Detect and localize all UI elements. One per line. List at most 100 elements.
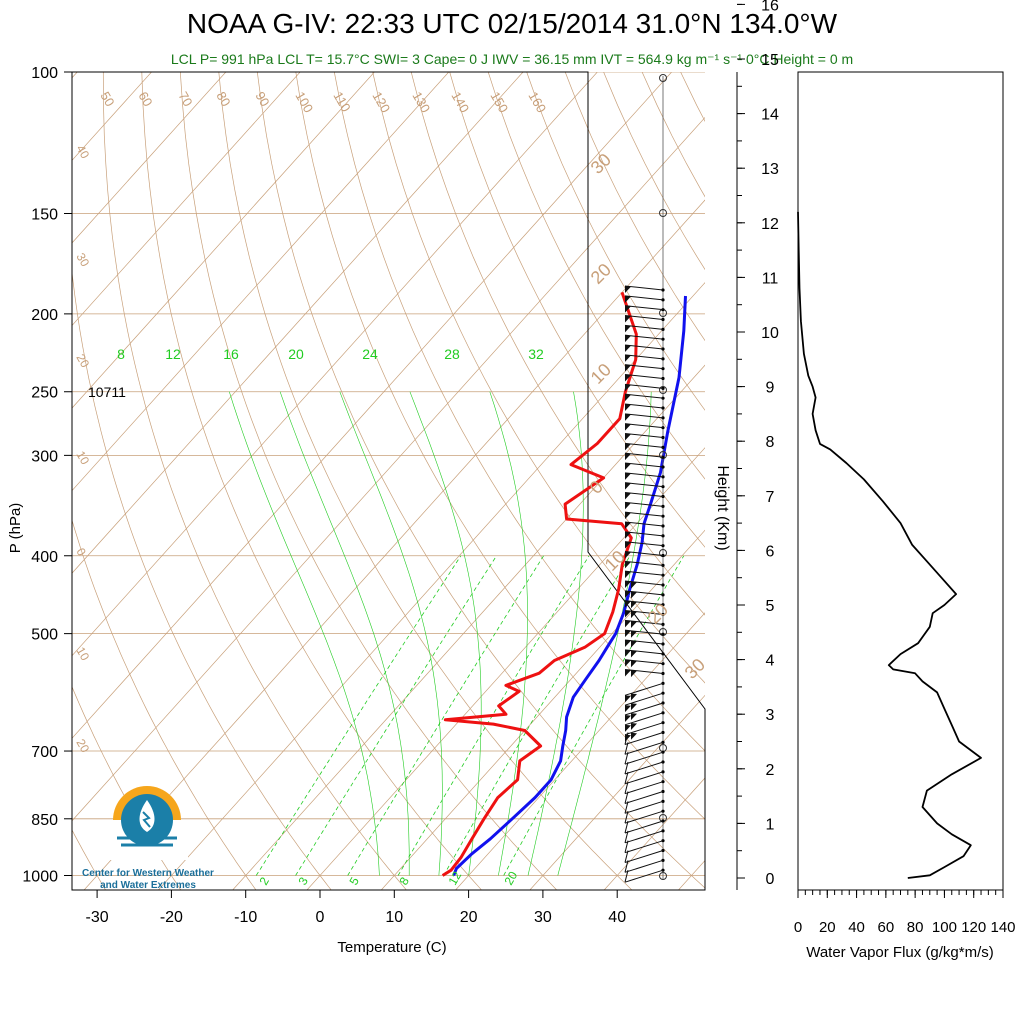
flux-trace [797,211,982,879]
wind-barb-feather [624,811,629,824]
isotherm-line [380,529,705,890]
isotherm-label: 20 [587,260,615,288]
height-tick-label: 15 [761,52,779,69]
wind-barb-flag [631,581,637,589]
wind-barb-flag [625,335,631,343]
flux-tick-label: 100 [932,919,957,936]
mixing-ratio-line [503,555,685,876]
wind-barb-flag [625,472,631,480]
dry-adiabat-left-label: 10 [73,645,92,664]
wind-barb-flag [625,463,631,470]
wind-barb-feather [624,761,629,775]
wind-barb-flag [631,703,637,711]
isotherm-line [72,72,375,409]
wind-barb-feather [624,870,629,883]
wind-barb-flag [631,693,637,701]
flux-axis-label: Water Vapor Flux (g/kg*m/s) [806,944,994,961]
isotherm-label: 30 [587,150,615,178]
traces [441,291,687,877]
height-tick-label: 4 [766,653,775,670]
height-tick-label: 6 [766,543,775,560]
wind-barb-flag [631,713,637,721]
wind-barb [624,452,664,458]
moist-adiabat-line [409,391,482,876]
chart-subtitle: LCL P= 991 hPa LCL T= 15.7°C SWI= 3 Cape… [170,51,854,67]
moist-adiabat-line [229,391,380,876]
wind-barb [624,741,664,755]
flux-tick-label: 0 [794,919,802,936]
wind-barb-flag [625,482,631,490]
wind-barb-flag [625,286,631,293]
height-tick-label: 11 [762,270,779,287]
wind-barb-feather [624,732,629,745]
wind-barb [624,413,664,419]
wind-barb [624,324,664,330]
wind-barb [624,682,664,696]
cw3e-logo: Center for Western Weather and Water Ext… [82,786,214,891]
wind-barb-flag [625,433,631,441]
wind-barb [624,501,664,507]
isotherm-line [83,199,705,890]
dry-adiabat-line [487,72,705,480]
dry-adiabat-line [295,72,705,820]
y-tick-label: 700 [31,744,58,761]
wind-barb [624,830,664,844]
height-tick-label: 13 [761,161,779,178]
wind-barb-feather [624,830,629,843]
mixing-ratio-label: 2 [256,874,272,887]
wind-barb [624,354,664,360]
wind-barb-flag [625,590,631,598]
wind-barb-flag [625,695,631,703]
flux-tick-label: 40 [848,919,865,936]
dry-adiabat-label: 60 [135,89,155,109]
x-axis-label: Temperature (C) [337,939,446,956]
height-tick-label: 9 [766,380,775,397]
flux-tick-label: 120 [961,919,986,936]
wind-barb [624,521,664,527]
flux-frame [797,71,1004,891]
height-tick-label: 2 [766,762,775,779]
wind-barb [624,751,664,765]
dry-adiabat-line [564,72,705,342]
y-tick-label: 200 [31,307,58,324]
height-tick-label: 3 [766,707,775,724]
isotherm-line [72,116,705,822]
dry-adiabat-line [372,72,705,684]
wind-barb [624,334,664,340]
wind-barb [624,761,664,775]
y-tick-label: 150 [31,206,58,223]
wind-barb [624,393,664,399]
height-tick-label: 8 [766,434,775,451]
wind-barb [624,560,664,566]
moist-adiabat-line [339,391,443,876]
wind-barb-flag [631,670,637,678]
x-tick-label: 30 [534,909,552,926]
wind-barb-flag [631,620,637,628]
wind-barb-feather [624,752,629,765]
wind-barb-flag [625,669,631,677]
dry-adiabat-line [410,72,705,616]
y-tick-label: 400 [31,549,58,566]
dry-adiabat-label: 150 [487,89,511,115]
calm-circle [659,209,667,217]
temperature-trace [441,291,638,877]
y-axis-label: P (hPa) [7,503,24,554]
moist-adiabat-line [279,391,410,876]
wind-barb-flag [625,305,631,313]
mixing-ratio-label: 20 [501,869,520,888]
wind-barb-feather [624,801,629,814]
isotherm-line [72,72,450,492]
mixing-ratio-line [443,555,631,876]
moist-adiabat-label: 32 [528,346,544,362]
wind-barbs [624,74,667,883]
wind-barb-flag [625,561,631,569]
dry-adiabat-label: 80 [213,89,233,109]
dry-adiabat-line [141,72,483,890]
wind-barb [624,482,664,488]
profile-trace [452,295,687,877]
height-tick-label: 7 [766,489,775,506]
x-tick-label: 10 [385,909,403,926]
dry-adiabat-line [333,72,705,752]
dry-adiabat-line [641,72,705,198]
mixing-ratio-line [295,555,497,876]
